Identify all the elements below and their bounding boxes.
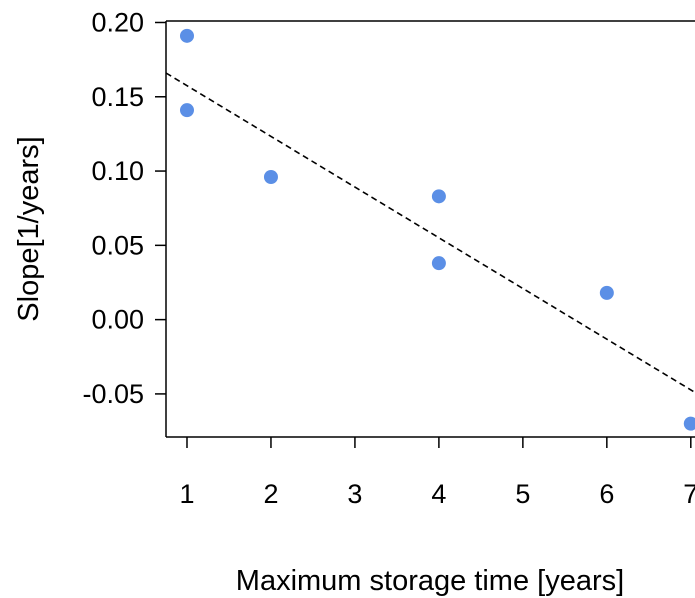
data-points bbox=[179, 28, 695, 431]
x-tick-label: 2 bbox=[263, 479, 278, 509]
x-tick-label: 5 bbox=[515, 479, 530, 509]
y-tick-label: 0.00 bbox=[91, 305, 144, 335]
data-point bbox=[431, 256, 446, 271]
x-tick-label: 4 bbox=[431, 479, 446, 509]
x-axis-title: Maximum storage time [years] bbox=[236, 565, 624, 597]
x-axis-ticks: 1 2 3 4 5 6 7 bbox=[179, 437, 695, 509]
data-point bbox=[431, 189, 446, 204]
data-point bbox=[683, 416, 695, 431]
y-tick-label: 0.10 bbox=[91, 156, 144, 186]
y-tick-label: 0.15 bbox=[91, 82, 144, 112]
y-tick-label: -0.05 bbox=[82, 379, 144, 409]
x-tick-label: 1 bbox=[179, 479, 194, 509]
y-axis-title: Slope[1/years] bbox=[13, 136, 45, 321]
data-point bbox=[179, 28, 194, 43]
y-tick-label: 0.05 bbox=[91, 230, 144, 260]
x-tick-label: 6 bbox=[599, 479, 614, 509]
x-tick-label: 7 bbox=[683, 479, 695, 509]
data-point bbox=[179, 103, 194, 118]
plot-box bbox=[165, 20, 695, 438]
trend-line-group bbox=[165, 72, 695, 394]
data-point bbox=[599, 285, 614, 300]
data-point bbox=[263, 170, 278, 184]
y-tick-label: 0.20 bbox=[91, 7, 144, 37]
y-axis-ticks: 0.20 0.15 0.10 0.05 0.00 -0.05 bbox=[82, 7, 166, 409]
trend-line bbox=[165, 72, 695, 394]
x-tick-label: 3 bbox=[347, 479, 362, 509]
